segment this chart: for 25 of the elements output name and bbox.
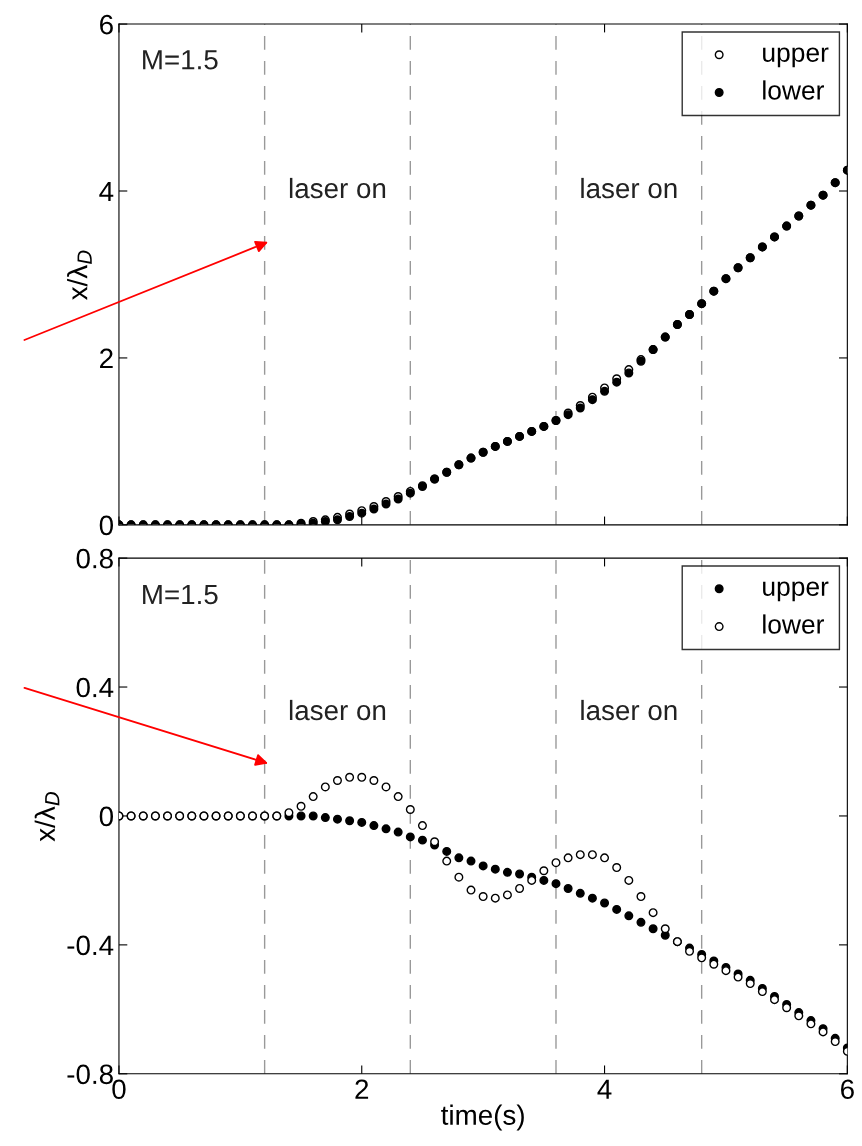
y-tick-label: 0.8 (76, 548, 113, 569)
legend-label: lower (763, 614, 825, 634)
y-tick-label: 2 (100, 348, 113, 368)
legend-label: upper (763, 581, 829, 602)
annotation: laser on (289, 177, 386, 199)
annotation: M=1.5 (143, 584, 218, 605)
annotation: laser on (289, 699, 386, 721)
annotation: laser on (581, 177, 677, 199)
x-tick-label: 2 (355, 1079, 369, 1099)
y-axis-title: x/λ$_{D}$ (67, 250, 92, 300)
y-tick-label: -0.8 (67, 1064, 113, 1085)
y-tick-label: 4 (99, 181, 114, 202)
y-tick-label: 0 (99, 806, 114, 827)
x-tick-label: 4 (597, 1079, 612, 1099)
annotation: laser on (581, 699, 677, 721)
annotation: M=1.5 (143, 50, 218, 70)
y-tick-label: -0.4 (67, 935, 114, 956)
legend-label: upper (763, 47, 829, 68)
legend-label: lower (763, 80, 825, 100)
y-tick-label: 0.4 (76, 677, 114, 698)
y-axis-title: x/λ$_{D}$ (34, 791, 60, 842)
x-axis-title: time(s) (441, 1104, 524, 1131)
x-tick-label: 6 (841, 1079, 854, 1100)
y-tick-label: 6 (100, 14, 113, 35)
y-tick-label: 0 (99, 515, 114, 536)
